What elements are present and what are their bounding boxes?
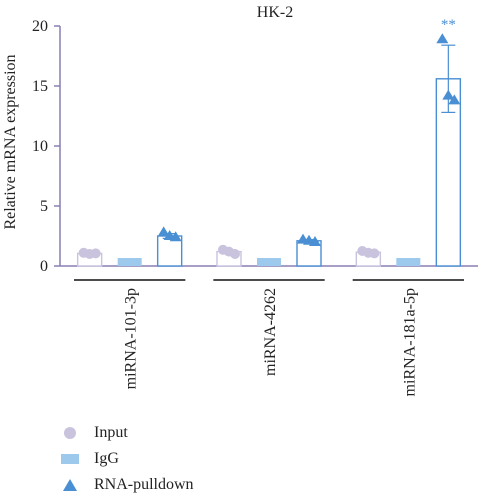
category-label: miRNA-181a-5p xyxy=(401,288,418,396)
data-point xyxy=(157,226,170,237)
chart: HK-2 Relative mRNA expression ** 0 5 10 15 2… xyxy=(2,4,478,396)
legend-item-input: Input xyxy=(60,420,194,446)
data-point xyxy=(369,248,380,259)
bar xyxy=(117,258,142,266)
data-point xyxy=(90,248,101,259)
legend: Input IgG RNA-pulldown xyxy=(60,420,194,498)
data-point xyxy=(230,249,240,259)
bar xyxy=(257,258,281,266)
y-tick-label: 0 xyxy=(40,258,48,275)
legend-label: IgG xyxy=(94,450,119,467)
bar xyxy=(396,258,421,266)
chart-title: HK-2 xyxy=(257,4,293,21)
y-axis-label: Relative mRNA expression xyxy=(2,54,19,229)
tick-labels: 0 5 10 15 20 xyxy=(32,18,48,275)
bars xyxy=(76,44,462,267)
y-tick-label: 20 xyxy=(32,18,48,35)
axes xyxy=(54,25,478,281)
data-point xyxy=(442,89,455,100)
data-point xyxy=(309,236,321,246)
legend-item-rna-pulldown: RNA-pulldown xyxy=(60,472,194,498)
category-label: miRNA-101-3p xyxy=(123,288,140,389)
y-tick-label: 15 xyxy=(32,78,48,95)
data-point xyxy=(448,94,461,105)
data-point xyxy=(436,33,449,44)
y-tick-label: 5 xyxy=(40,198,48,215)
y-tick-label: 10 xyxy=(32,138,48,155)
category-label: miRNA-4262 xyxy=(262,288,279,376)
triangle-icon xyxy=(60,477,80,493)
legend-label: Input xyxy=(94,424,128,441)
circle-icon xyxy=(60,425,80,441)
category-labels: miRNA-101-3p miRNA-4262 miRNA-181a-5p xyxy=(123,288,419,396)
square-icon xyxy=(60,451,80,467)
legend-item-igg: IgG xyxy=(60,446,194,472)
data-points: ** xyxy=(78,17,461,259)
significance-annotation: ** xyxy=(441,17,456,33)
legend-label: RNA-pulldown xyxy=(94,476,194,493)
data-point xyxy=(169,231,182,242)
